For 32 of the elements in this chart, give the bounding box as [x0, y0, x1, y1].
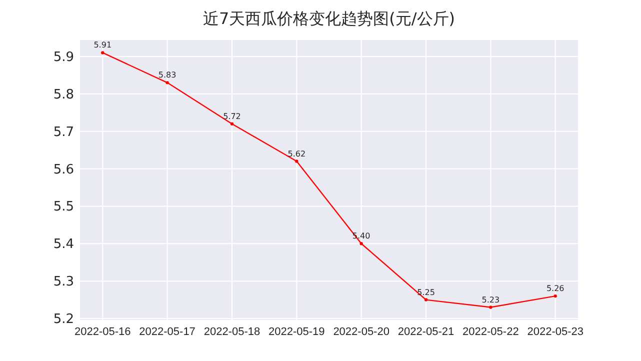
y-tick-label: 5.6: [53, 162, 74, 178]
y-tick-label: 5.4: [53, 237, 74, 252]
point: [295, 160, 298, 163]
point: [554, 294, 557, 298]
point: [424, 298, 428, 302]
x-tick-label: 2022-05-21: [398, 326, 454, 338]
chart-title: 近7天西瓜价格变化趋势图(元/公斤): [202, 9, 456, 28]
x-tick-label: 2022-05-22: [462, 326, 519, 338]
x-tick-label: 2022-05-20: [333, 326, 390, 338]
y-tick-label: 5.8: [53, 87, 74, 102]
x-tick-label: 2022-05-19: [268, 326, 325, 338]
data-label: 5.91: [94, 40, 112, 50]
point: [166, 81, 169, 84]
point: [360, 242, 363, 246]
data-label: 5.72: [223, 112, 241, 121]
x-tick-label: 2022-05-23: [527, 326, 584, 338]
y-tick-label: 5.7: [53, 124, 74, 140]
data-label: 5.62: [288, 149, 306, 158]
x-tick-label: 2022-05-16: [74, 326, 131, 338]
data-label: 5.26: [546, 284, 564, 294]
x-tick-label: 2022-05-18: [204, 326, 260, 338]
point: [230, 122, 234, 126]
y-tick-label: 5.5: [53, 200, 74, 215]
y-tick-label: 5.2: [53, 312, 74, 328]
data-label: 5.25: [417, 288, 435, 297]
point: [101, 51, 104, 54]
x-tick-label: 2022-05-17: [139, 326, 196, 338]
point: [489, 306, 492, 309]
data-label: 5.83: [158, 70, 176, 80]
y-tick-label: 5.9: [53, 50, 74, 65]
y-tick-label: 5.3: [53, 274, 74, 290]
data-label: 5.23: [482, 295, 500, 304]
